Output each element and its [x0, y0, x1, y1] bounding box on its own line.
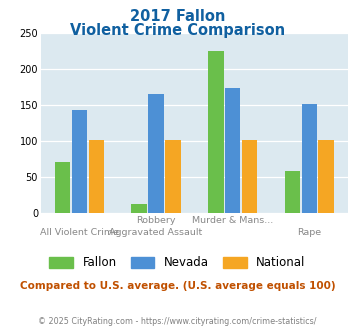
- Text: © 2025 CityRating.com - https://www.cityrating.com/crime-statistics/: © 2025 CityRating.com - https://www.city…: [38, 317, 317, 326]
- Bar: [72, 110, 87, 213]
- Legend: Fallon, Nevada, National: Fallon, Nevada, National: [45, 252, 310, 274]
- Text: Robbery: Robbery: [136, 216, 176, 225]
- Bar: [131, 204, 147, 213]
- Text: All Violent Crime: All Violent Crime: [40, 228, 119, 237]
- Bar: [225, 88, 240, 213]
- Text: Violent Crime Comparison: Violent Crime Comparison: [70, 23, 285, 38]
- Bar: [285, 171, 300, 213]
- Text: Rape: Rape: [297, 228, 321, 237]
- Text: Murder & Mans...: Murder & Mans...: [192, 216, 273, 225]
- Bar: [242, 140, 257, 213]
- Bar: [318, 140, 334, 213]
- Text: Compared to U.S. average. (U.S. average equals 100): Compared to U.S. average. (U.S. average …: [20, 281, 335, 291]
- Bar: [55, 162, 70, 213]
- Bar: [301, 104, 317, 213]
- Text: 2017 Fallon: 2017 Fallon: [130, 9, 225, 24]
- Bar: [148, 94, 164, 213]
- Bar: [208, 51, 224, 213]
- Bar: [165, 140, 181, 213]
- Text: Aggravated Assault: Aggravated Assault: [109, 228, 203, 237]
- Bar: [88, 140, 104, 213]
